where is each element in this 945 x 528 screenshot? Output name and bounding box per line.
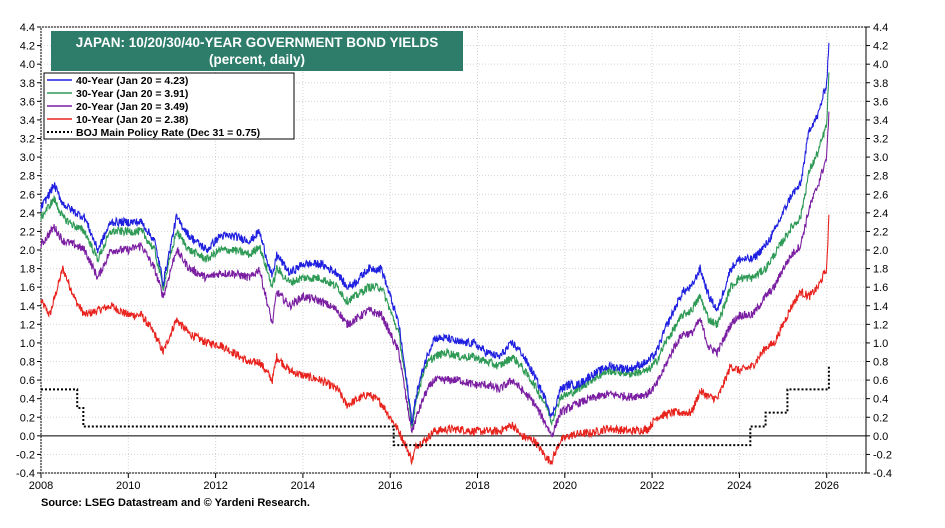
x-tick-label: 2008 (29, 480, 53, 492)
y-tick-label-right: 0.4 (873, 394, 888, 406)
y-tick-label-right: 1.4 (873, 301, 888, 313)
y-tick-label: 0.4 (20, 394, 35, 406)
y-tick-label-right: 3.0 (873, 152, 888, 164)
x-tick-label: 2016 (378, 480, 402, 492)
y-tick-label: 0.6 (20, 375, 35, 387)
y-tick-label-right: 4.2 (873, 41, 888, 53)
y-tick-label: 2.2 (20, 226, 35, 238)
x-tick-label: 2014 (291, 480, 315, 492)
y-tick-label-right: 2.8 (873, 171, 888, 183)
y-tick-label: 1.6 (20, 282, 35, 294)
y-tick-label: 0.0 (20, 431, 35, 443)
legend-item-30yr: 30-Year (Jan 20 = 3.91) (76, 88, 188, 100)
y-tick-label-right: 1.2 (873, 319, 888, 331)
y-tick-label-right: 1.8 (873, 264, 888, 276)
y-tick-label: 1.4 (20, 301, 35, 313)
legend-item-40yr: 40-Year (Jan 20 = 4.23) (76, 75, 188, 87)
x-tick-label: 2012 (203, 480, 227, 492)
y-tick-label: 2.6 (20, 189, 35, 201)
series-line-10-year (40, 214, 830, 466)
x-axis: 2008 2010 2012 2014 2016 2018 2020 2022 2024 2026 (29, 473, 839, 492)
x-tick-label: 2010 (116, 480, 140, 492)
series-line-40-year (40, 42, 830, 427)
y-tick-label: 2.0 (20, 245, 35, 257)
y-tick-label-right: 4.0 (873, 59, 888, 71)
y-tick-label-right: 2.0 (873, 245, 888, 257)
x-tick-label: 2020 (553, 480, 577, 492)
y-tick-label: 2.4 (20, 208, 35, 220)
y-tick-label: 0.2 (20, 412, 35, 424)
y-tick-label-right: 1.6 (873, 282, 888, 294)
y-tick-label-right: 0.0 (873, 431, 888, 443)
y-tick-label: 1.0 (20, 338, 35, 350)
chart-title: JAPAN: 10/20/30/40-YEAR GOVERNMENT BOND … (76, 35, 439, 50)
series-line-boj-policy-rate (41, 366, 830, 447)
y-tick-label-right: -0.2 (873, 449, 892, 461)
y-tick-label-right: -0.4 (873, 468, 892, 480)
y-tick-label-right: 2.2 (873, 226, 888, 238)
y-tick-label-right: 3.6 (873, 96, 888, 108)
y-tick-label: 2.8 (20, 171, 35, 183)
chart-subtitle: (percent, daily) (209, 52, 305, 67)
y-tick-label-right: 0.6 (873, 375, 888, 387)
y-tick-label: 3.4 (20, 115, 35, 127)
y-tick-label: 3.6 (20, 96, 35, 108)
y-tick-label: 1.2 (20, 319, 35, 331)
legend: 40-Year (Jan 20 = 4.23) 30-Year (Jan 20 … (43, 72, 295, 140)
legend-item-boj: BOJ Main Policy Rate (Dec 31 = 0.75) (76, 127, 260, 139)
y-tick-label: 4.4 (20, 22, 35, 34)
y-tick-label: 3.2 (20, 134, 35, 146)
legend-item-10yr: 10-Year (Jan 20 = 2.38) (76, 114, 188, 126)
y-tick-label: 1.8 (20, 264, 35, 276)
series-line-30-year (40, 72, 830, 428)
y-tick-label: 3.0 (20, 152, 35, 164)
x-tick-label: 2018 (465, 480, 489, 492)
legend-item-20yr: 20-Year (Jan 20 = 3.49) (76, 101, 188, 113)
y-tick-label-right: 3.4 (873, 115, 888, 127)
y-tick-label-right: 3.8 (873, 78, 888, 90)
y-tick-label-right: 3.2 (873, 134, 888, 146)
chart-title-box: JAPAN: 10/20/30/40-YEAR GOVERNMENT BOND … (51, 31, 463, 71)
y-tick-label-right: 1.0 (873, 338, 888, 350)
y-tick-label: -0.2 (16, 449, 35, 461)
y-tick-label-right: 4.4 (873, 22, 888, 34)
series-layer (40, 42, 830, 466)
y-tick-label: 0.8 (20, 357, 35, 369)
y-axis-left: -0.4 -0.2 0.0 0.2 0.4 0.6 0.8 1.0 1.2 1.4 1.6 1.8 2.… (16, 22, 41, 480)
y-tick-label-right: 2.4 (873, 208, 888, 220)
y-tick-label-right: 0.8 (873, 357, 888, 369)
y-tick-label: 3.8 (20, 78, 35, 90)
y-axis-right: -0.4 -0.2 0.0 0.2 0.4 0.6 0.8 1.0 1.2 1.4 1.6 1.8 2.… (866, 22, 892, 480)
source-note: Source: LSEG Datastream and © Yardeni Re… (41, 497, 310, 509)
x-tick-label: 2024 (727, 480, 751, 492)
series-line-20-year (40, 111, 830, 438)
y-tick-label: -0.4 (16, 468, 35, 480)
x-tick-label: 2026 (814, 480, 838, 492)
y-tick-label: 4.0 (20, 59, 35, 71)
y-tick-label: 4.2 (20, 41, 35, 53)
x-tick-label: 2022 (640, 480, 664, 492)
y-tick-label-right: 2.6 (873, 189, 888, 201)
y-tick-label-right: 0.2 (873, 412, 888, 424)
